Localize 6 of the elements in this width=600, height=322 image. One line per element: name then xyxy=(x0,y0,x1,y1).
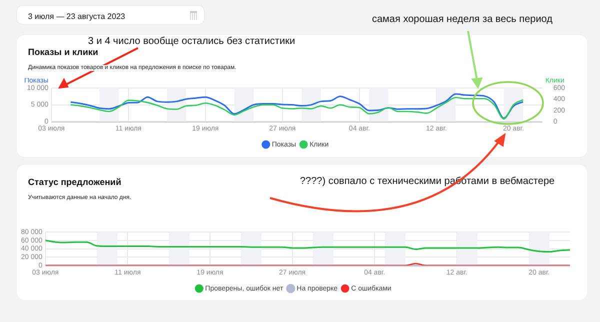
text: самая хорошая неделя за весь период xyxy=(372,14,552,25)
text: 3 июля — 23 августа 2023 xyxy=(28,12,126,21)
text: 3 и 4 число вообще остались без статистики xyxy=(88,36,296,47)
chart-title: Статус предложений xyxy=(28,177,122,187)
chart-title: Показы и клики xyxy=(28,47,98,57)
line-series xyxy=(45,240,570,252)
